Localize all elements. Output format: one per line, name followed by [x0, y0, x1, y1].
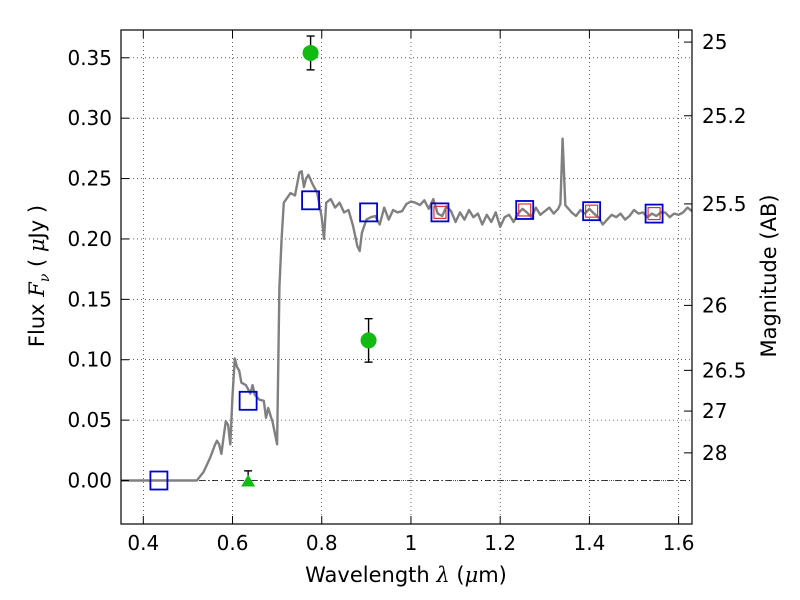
observed-square-marker	[647, 206, 661, 221]
model-square-marker	[359, 202, 378, 223]
model-squares	[149, 190, 664, 491]
model-spectrum-line	[121, 137, 693, 482]
y-tick-label: 0.00	[67, 469, 112, 493]
model-spectrum	[121, 137, 693, 482]
x-tick-label: 1	[405, 531, 418, 555]
mag-tick-label: 25	[702, 30, 727, 54]
y-tick-label: 0.10	[67, 348, 112, 372]
grid	[121, 30, 692, 524]
model-square-marker	[515, 200, 535, 220]
x-tick-label: 0.8	[306, 531, 338, 555]
upper-limit-triangle	[241, 474, 256, 487]
model-square-marker	[644, 203, 664, 224]
model-square-marker	[582, 201, 602, 222]
x-tick-label: 1.2	[484, 531, 516, 555]
model-square-marker	[238, 390, 258, 411]
observed-squares	[433, 203, 661, 221]
y2-axis-title: Magnitude (AB)	[757, 194, 781, 357]
y-tick-label: 0.25	[67, 167, 112, 191]
x-axis-title: Wavelength λ (μm)	[305, 563, 507, 587]
y-tick-label: 0.20	[67, 227, 112, 251]
ticks: 0.4 0.6 0.8 1 1.2 1.4 1.6 0.00 0.05 0.10 0.15 0.20 0…	[67, 30, 747, 555]
x-tick-label: 0.4	[127, 531, 159, 555]
mag-tick-label: 26	[702, 293, 727, 317]
model-square-marker	[149, 470, 169, 491]
mag-tick-label: 25.5	[702, 192, 747, 216]
observed-square-marker	[585, 204, 599, 218]
y-tick-label: 0.30	[67, 106, 112, 130]
y-tick-label: 0.15	[67, 287, 112, 311]
y-tick-label: 0.05	[67, 408, 112, 432]
x-tick-label: 1.4	[573, 531, 605, 555]
mag-tick-label: 28	[702, 441, 727, 465]
detection-point	[360, 332, 377, 349]
observed-square-marker	[518, 203, 532, 217]
y-axis-title: Flux Fν ( μJy )	[25, 205, 53, 347]
observed-square-marker	[433, 205, 447, 219]
y-tick-label: 0.35	[67, 46, 112, 70]
mag-tick-label: 26.5	[702, 358, 747, 382]
mag-tick-label: 25.2	[702, 104, 747, 128]
x-tick-label: 0.6	[217, 531, 249, 555]
mag-tick-label: 27	[702, 399, 727, 423]
model-square-marker	[301, 190, 320, 211]
x-tick-label: 1.6	[663, 531, 695, 555]
model-square-marker	[430, 202, 450, 223]
detection-point	[302, 44, 319, 61]
detections	[241, 35, 377, 487]
plot-frame	[120, 29, 693, 525]
